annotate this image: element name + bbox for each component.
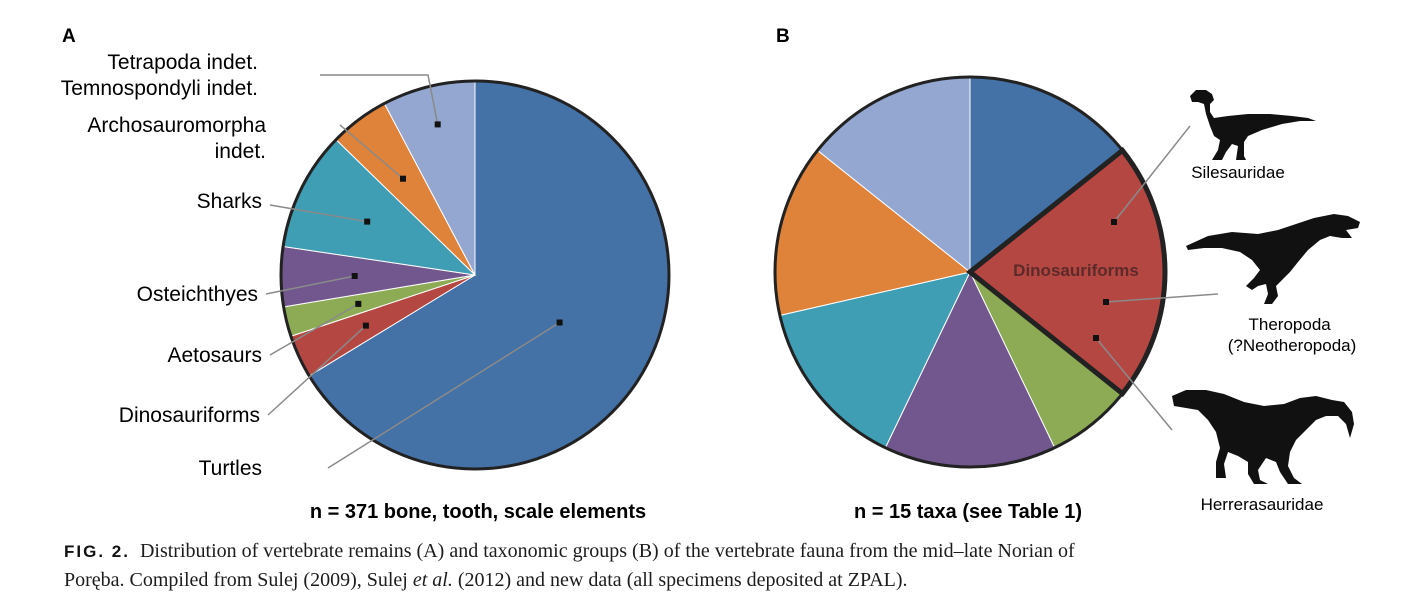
pie-a-outline bbox=[279, 79, 671, 471]
theropoda-silhouette bbox=[1186, 214, 1360, 304]
panel-b: B Dinosauriforms n = 15 taxa (see Table … bbox=[773, 26, 1360, 523]
pie-a bbox=[279, 79, 671, 471]
pie-a-label-1-line-0: Dinosauriforms bbox=[119, 404, 260, 427]
pie-a-leader-2 bbox=[269, 303, 359, 356]
caption-et-al: et al. bbox=[412, 569, 453, 591]
pie-b-leader-1 bbox=[1105, 293, 1219, 303]
panel-a: A Turtles Dinosauriforms Aetosaurs Osteicht… bbox=[61, 26, 671, 523]
silesauridae-silhouette bbox=[1190, 90, 1316, 160]
pie-a-label-6: Tetrapoda indet. Temnospondyli indet. bbox=[61, 51, 258, 100]
pie-a-marker-3 bbox=[351, 273, 358, 279]
pie-a-leader-3 bbox=[265, 275, 355, 295]
pie-b-marker-0 bbox=[1111, 219, 1117, 225]
caption-line-2a: Poręba. Compiled from Sulej (2009), Sule… bbox=[64, 569, 413, 591]
pie-a-leader-1 bbox=[267, 325, 367, 416]
pie-a-label-0-line-0: Turtles bbox=[199, 457, 262, 480]
panel-b-letter: B bbox=[776, 26, 790, 47]
pie-b-marker-2 bbox=[1093, 335, 1099, 341]
pie-a-leader-0 bbox=[327, 321, 560, 469]
pie-a-marker-6 bbox=[434, 121, 441, 128]
pie-b bbox=[773, 75, 1167, 469]
herrerasauridae-label: Herrerasauridae bbox=[1201, 495, 1324, 514]
pie-b-marker-1 bbox=[1103, 299, 1109, 305]
theropoda-label-line-1: Theropoda bbox=[1249, 315, 1332, 334]
pie-b-highlight-border bbox=[965, 146, 1168, 398]
caption-figure-label: FIG. 2. bbox=[64, 542, 130, 561]
pie-a-label-5: Archosauromorpha indet. bbox=[87, 114, 266, 163]
pie-a-label-1: Dinosauriforms bbox=[119, 404, 260, 427]
pie-a-label-6-line-1: Temnospondyli indet. bbox=[61, 77, 258, 100]
pie-a-marker-2 bbox=[355, 300, 362, 307]
pie-a-marker-4 bbox=[364, 218, 371, 225]
figure-2: A Turtles Dinosauriforms Aetosaurs Osteicht… bbox=[61, 26, 1360, 523]
pie-a-leader-4 bbox=[269, 204, 368, 223]
caption-line-1: Distribution of vertebrate remains (A) a… bbox=[139, 540, 1075, 562]
silesauridae-label: Silesauridae bbox=[1191, 163, 1285, 182]
pie-a-label-0: Turtles bbox=[199, 457, 262, 480]
pie-b-slice-label: Dinosauriforms bbox=[1013, 261, 1139, 280]
theropoda-label-line-2: (?Neotheropoda) bbox=[1228, 336, 1357, 355]
caption-line-2b: (2012) and new data (all specimens depos… bbox=[452, 569, 908, 591]
pie-a-label-3: Osteichthyes bbox=[137, 283, 258, 306]
pie-a-marker-1 bbox=[362, 322, 369, 329]
pie-a-marker-0 bbox=[556, 319, 563, 326]
pie-a-label-6-line-0: Tetrapoda indet. bbox=[107, 51, 258, 74]
pie-a-label-4-line-0: Sharks bbox=[197, 190, 262, 213]
pie-a-leader-5 bbox=[339, 124, 404, 180]
theropoda-label: Theropoda (?Neotheropoda) bbox=[1228, 315, 1357, 355]
pie-a-leader-6 bbox=[320, 74, 439, 125]
pie-a-marker-5 bbox=[400, 175, 406, 182]
pie-b-footer: n = 15 taxa (see Table 1) bbox=[854, 501, 1082, 523]
figure-caption: FIG. 2. Distribution of vertebrate remai… bbox=[64, 537, 1384, 595]
pie-a-labels: Turtles Dinosauriforms Aetosaurs Osteichthy… bbox=[61, 51, 563, 480]
herrerasauridae-silhouette bbox=[1172, 390, 1354, 484]
pie-a-label-2-line-0: Aetosaurs bbox=[167, 344, 262, 367]
pie-a-label-4: Sharks bbox=[197, 190, 262, 213]
panel-a-letter: A bbox=[62, 26, 76, 47]
pie-b-overlay: Dinosauriforms bbox=[965, 125, 1219, 431]
pie-b-leader-2 bbox=[1095, 337, 1173, 431]
pie-b-leader-0 bbox=[1113, 125, 1191, 223]
pie-a-footer: n = 371 bone, tooth, scale elements bbox=[310, 501, 646, 523]
pie-a-label-2: Aetosaurs bbox=[167, 344, 262, 367]
pie-a-label-3-line-0: Osteichthyes bbox=[137, 283, 258, 306]
pie-a-label-5-line-0: Archosauromorpha bbox=[87, 114, 266, 137]
pie-a-label-5-line-1: indet. bbox=[215, 140, 266, 163]
